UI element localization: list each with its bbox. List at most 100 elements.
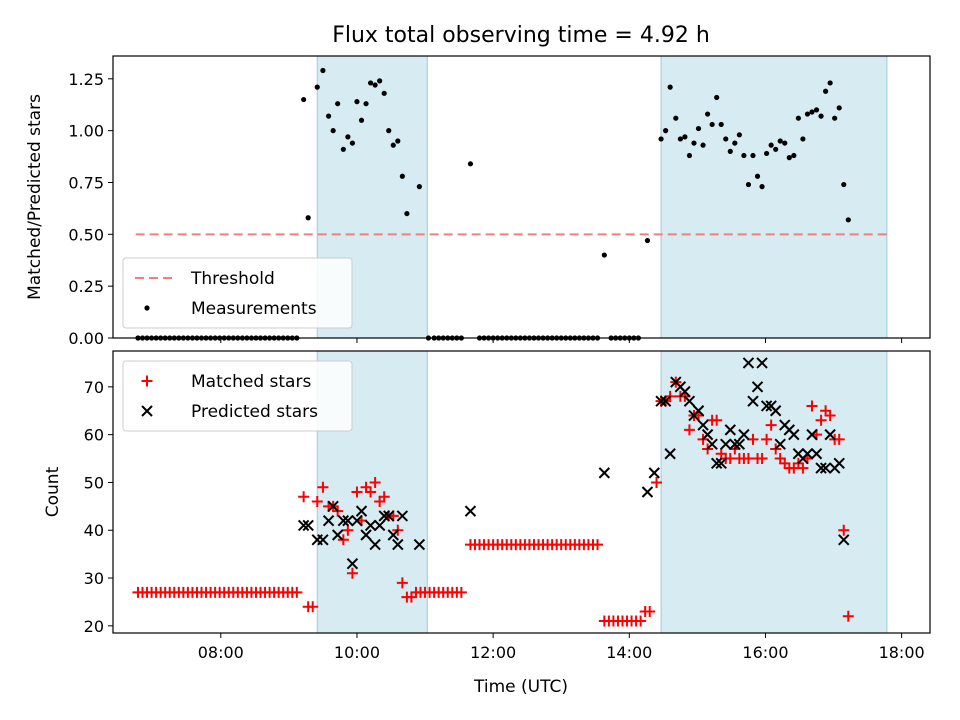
- data-point: [655, 395, 667, 407]
- data-point: [346, 557, 359, 570]
- data-point: [644, 605, 656, 617]
- top-y-axis-label: Matched/Predicted stars: [25, 94, 45, 300]
- data-point: [467, 161, 474, 167]
- data-point: [833, 433, 845, 445]
- data-point: [345, 134, 351, 140]
- data-point: [396, 577, 408, 589]
- data-point: [383, 510, 395, 522]
- data-point: [736, 132, 742, 138]
- data-point: [754, 173, 761, 179]
- data-point: [824, 410, 836, 422]
- data-point: [788, 428, 800, 441]
- data-point: [340, 146, 346, 152]
- y-tick-label: 20: [84, 617, 104, 636]
- x-tick-label: 12:00: [470, 643, 516, 662]
- data-point: [742, 357, 755, 369]
- data-point: [372, 82, 378, 88]
- data-point: [331, 529, 344, 541]
- data-point: [777, 138, 783, 144]
- data-point: [711, 414, 723, 426]
- data-point: [773, 146, 779, 152]
- data-point: [291, 586, 303, 598]
- legend-marker: [141, 405, 153, 417]
- data-point: [841, 181, 847, 188]
- data-point: [314, 84, 320, 90]
- data-point: [330, 128, 336, 134]
- data-point: [592, 539, 604, 551]
- data-point: [720, 438, 732, 450]
- data-point: [651, 476, 663, 488]
- data-point: [387, 529, 399, 541]
- legend-label: Measurements: [191, 299, 317, 319]
- data-point: [723, 136, 729, 142]
- data-point: [667, 84, 673, 90]
- y-tick-label: 70: [84, 378, 104, 397]
- x-tick-label: 16:00: [742, 643, 788, 662]
- legend-label: Threshold: [190, 269, 275, 289]
- data-point: [756, 357, 768, 369]
- data-point: [833, 457, 845, 470]
- data-point: [658, 136, 664, 142]
- legend-marker: [141, 375, 153, 387]
- data-point: [815, 414, 827, 426]
- data-point: [635, 615, 647, 627]
- data-point: [786, 155, 792, 161]
- data-point: [413, 538, 426, 551]
- data-point: [648, 467, 660, 479]
- data-point: [399, 173, 405, 179]
- x-tick-label: 14:00: [606, 643, 652, 662]
- data-point: [337, 514, 350, 527]
- data-point: [378, 491, 390, 503]
- data-point: [764, 150, 770, 157]
- data-point: [342, 514, 354, 527]
- data-point: [810, 448, 823, 460]
- data-point: [838, 524, 850, 536]
- data-point: [335, 101, 341, 107]
- data-point: [396, 510, 409, 522]
- data-point: [392, 538, 404, 551]
- data-point: [381, 90, 387, 96]
- y-tick-label: 0.00: [68, 329, 104, 348]
- data-point: [386, 128, 392, 134]
- data-point: [709, 121, 715, 128]
- data-point: [378, 510, 390, 522]
- data-point: [747, 395, 759, 407]
- data-point: [327, 500, 339, 513]
- data-point: [800, 136, 806, 142]
- y-tick-label: 0.75: [68, 173, 104, 192]
- x-axis-label: Time (UTC): [473, 677, 568, 697]
- data-point: [765, 419, 777, 431]
- bottom-axes: 08:00 10:00 12:00 14:00 16:00 18:00 20 30 40 50 60…: [43, 350, 931, 697]
- data-point: [317, 534, 329, 546]
- data-point: [695, 125, 702, 132]
- data-point: [842, 610, 854, 622]
- data-point: [416, 184, 422, 190]
- data-point: [363, 101, 369, 107]
- data-point: [395, 138, 401, 144]
- data-point: [364, 519, 377, 532]
- data-point: [797, 462, 809, 474]
- legend-label: Predicted stars: [191, 402, 318, 422]
- data-point: [322, 514, 335, 527]
- data-point: [769, 405, 782, 417]
- data-point: [729, 438, 741, 450]
- data-point: [390, 142, 396, 148]
- data-point: [827, 80, 833, 86]
- data-point: [691, 140, 697, 146]
- y-tick-label: 30: [84, 569, 104, 588]
- data-point: [464, 505, 477, 517]
- data-point: [806, 428, 818, 441]
- data-point: [351, 486, 363, 498]
- data-point: [761, 433, 773, 445]
- data-point: [369, 538, 381, 551]
- data-point: [663, 128, 669, 134]
- data-point: [836, 105, 842, 111]
- data-point: [768, 142, 774, 148]
- data-point: [337, 534, 349, 546]
- data-point: [365, 486, 377, 498]
- y-tick-label: 60: [84, 426, 104, 445]
- data-point: [377, 78, 383, 84]
- data-point: [832, 115, 838, 121]
- data-point: [305, 215, 311, 221]
- chart-title: Flux total observing time = 4.92 h: [332, 23, 710, 48]
